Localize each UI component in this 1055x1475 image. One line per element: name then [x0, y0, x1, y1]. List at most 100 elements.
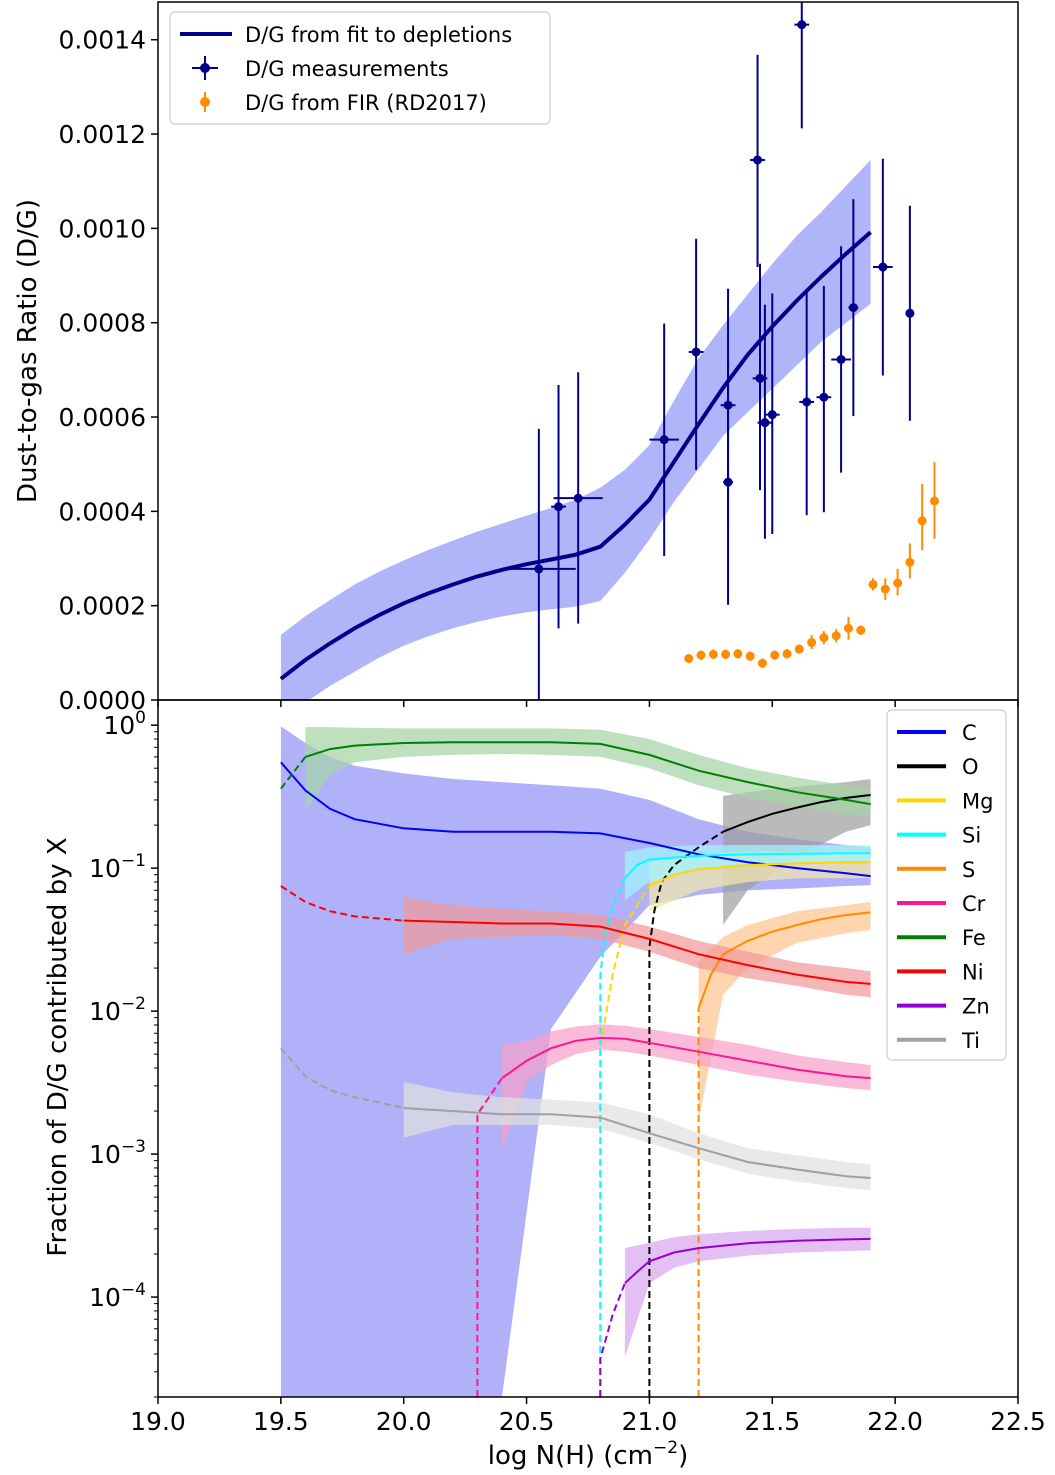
tick-exponent: −4 [121, 1280, 146, 1300]
tick-exponent: −3 [121, 1137, 146, 1157]
fir-marker [856, 625, 866, 635]
bottom-x-tick-label: 22.0 [867, 1407, 923, 1436]
fir-point [684, 653, 694, 664]
measurement-marker [878, 262, 888, 272]
x-axis-label-close: ) [678, 1441, 688, 1471]
line-zn [624, 1237, 871, 1284]
x-axis-label: log N(H) (cm−2) [488, 1438, 688, 1471]
legend-label-cr: Cr [962, 892, 986, 916]
bottom-y-tick-label: 10−3 [89, 1137, 146, 1169]
measurement-marker [659, 435, 669, 445]
line-zn-dashed [599, 1282, 626, 1397]
measurement-marker [802, 397, 812, 407]
measurement-marker [797, 20, 807, 30]
bottom-x-tick-label: 19.5 [253, 1407, 309, 1436]
x-axis-label-exponent: −2 [653, 1438, 678, 1458]
top-y-tick-label: 0.0002 [59, 592, 146, 621]
legend-label-fe: Fe [962, 926, 986, 950]
top-y-tick-label: 0.0014 [59, 26, 146, 55]
line-mg-dashed [599, 885, 651, 1397]
bottom-y-axis-label: Fraction of D/G contributed by X [43, 837, 73, 1256]
bottom-x-tick-label: 19.0 [130, 1407, 186, 1436]
line-ni-dashed [280, 885, 404, 922]
fir-marker [929, 496, 939, 506]
fir-point [708, 649, 718, 659]
band-cr [502, 1024, 871, 1152]
band-s [698, 902, 871, 1122]
top-y-tick-label: 0.0010 [59, 214, 146, 243]
bottom-x-tick-label: 20.0 [376, 1407, 432, 1436]
measurement-marker [848, 303, 858, 313]
line-cr [501, 1036, 871, 1080]
band-c [280, 726, 871, 1397]
fir-point [831, 629, 841, 643]
line-o [722, 794, 871, 833]
measurement-marker [836, 354, 846, 364]
legend-label-o: O [962, 755, 979, 779]
measurement-marker [819, 392, 829, 402]
fir-marker [684, 653, 694, 663]
line-si [624, 852, 871, 879]
fir-point [905, 543, 915, 579]
top-y-tick-label: 0.0008 [59, 309, 146, 338]
fir-point [843, 616, 853, 640]
top-legend-label: D/G measurements [245, 57, 449, 81]
fir-marker [794, 644, 804, 654]
measurement-point [720, 288, 736, 524]
fir-marker [708, 649, 718, 659]
legend-fir-swatch [200, 92, 210, 112]
top-y-tick-label: 0.0004 [59, 497, 146, 526]
band-fe [305, 727, 871, 817]
fir-marker [782, 649, 792, 659]
fir-marker [721, 649, 731, 659]
tick-exponent: 0 [135, 708, 146, 728]
measurement-point [848, 199, 859, 417]
bottom-y-tick-label: 10−1 [89, 851, 146, 883]
tick-exponent: −2 [121, 994, 146, 1014]
fir-marker [733, 649, 743, 659]
line-o-dashed [648, 830, 724, 1397]
fir-marker [868, 579, 878, 589]
measurement-marker [573, 493, 583, 503]
legend-label-s: S [962, 858, 975, 882]
bottom-axes-frame [157, 699, 1019, 1398]
fir-marker [819, 633, 829, 643]
fir-point [880, 578, 890, 601]
bottom-x-tick-label: 22.5 [990, 1407, 1046, 1436]
tick-base: 10 [89, 1283, 121, 1312]
fir-point [893, 568, 903, 596]
line-s [697, 911, 871, 1009]
measurement-marker [554, 502, 564, 512]
fir-point [696, 650, 706, 660]
fir-point [917, 483, 927, 551]
measurement-marker [534, 564, 544, 574]
measurement-marker [753, 155, 763, 165]
top-legend-box [169, 11, 551, 125]
line-fe-dashed [280, 756, 307, 790]
band-si [624, 845, 871, 900]
fir-marker [843, 623, 853, 633]
tick-exponent: −1 [121, 851, 146, 871]
measurement-point [750, 54, 765, 268]
measurement-point [688, 238, 704, 470]
top-legend-label: D/G from fit to depletions [245, 23, 512, 47]
bottom-x-tick-label: 21.0 [622, 1407, 678, 1436]
fir-point [770, 650, 780, 660]
fir-point [757, 658, 767, 668]
top-y-tick-label: 0.0012 [59, 120, 146, 149]
x-axis-label-main: log N(H) (cm [488, 1441, 653, 1471]
measurement-point [502, 428, 576, 700]
fir-marker [807, 637, 817, 647]
fir-point [856, 625, 866, 635]
legend-label-zn: Zn [962, 995, 990, 1019]
fir-point [819, 631, 829, 645]
measurement-point [905, 205, 915, 421]
line-fe [305, 741, 871, 806]
measurement-marker [691, 347, 701, 357]
legend-label-ni: Ni [962, 960, 984, 984]
legend-measurement-marker [200, 63, 210, 73]
measurement-point [553, 372, 603, 624]
measurement-point [794, 2, 810, 129]
line-ti [403, 1107, 871, 1179]
